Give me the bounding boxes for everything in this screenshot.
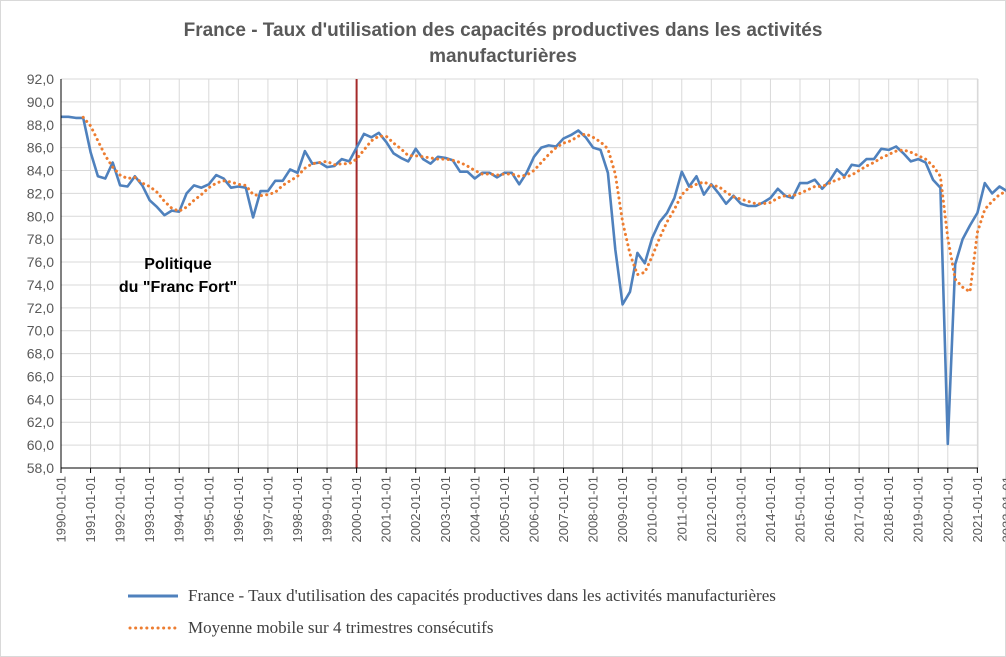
x-tick-label: 2013-01-01 bbox=[733, 476, 748, 543]
y-tick-label: 80,0 bbox=[27, 208, 54, 224]
x-tick-label: 2021-01-01 bbox=[970, 476, 985, 543]
y-tick-label: 88,0 bbox=[27, 117, 54, 133]
x-tick-label: 2005-01-01 bbox=[497, 476, 512, 543]
x-tick-label: 2014-01-01 bbox=[763, 476, 778, 543]
x-tick-label: 2008-01-01 bbox=[586, 476, 601, 543]
series-line-capacity-utilization bbox=[61, 115, 1006, 446]
y-tick-label: 62,0 bbox=[27, 414, 54, 430]
x-tick-label: 2011-01-01 bbox=[674, 476, 689, 542]
y-tick-label: 70,0 bbox=[27, 323, 54, 339]
x-tick-label: 2018-01-01 bbox=[881, 476, 896, 543]
y-tick-label: 74,0 bbox=[27, 277, 54, 293]
x-tick-label: 1991-01-01 bbox=[83, 476, 98, 543]
annotation-line-2: du "Franc Fort" bbox=[119, 279, 237, 296]
x-tick-label: 1998-01-01 bbox=[290, 476, 305, 543]
x-tick-label: 1995-01-01 bbox=[201, 476, 216, 543]
y-tick-label: 58,0 bbox=[27, 460, 54, 476]
y-tick-label: 60,0 bbox=[27, 437, 54, 453]
x-tick-label: 1992-01-01 bbox=[113, 476, 128, 543]
y-tick-label: 76,0 bbox=[27, 254, 54, 270]
annotation-line-1: Politique bbox=[144, 256, 212, 273]
y-axis-ticks: 58,0 60,0 62,0 64,0 66,0 68,0 70,0 72,0 74,0 76,0… bbox=[27, 71, 54, 476]
x-tick-label: 2004-01-01 bbox=[467, 476, 482, 543]
y-tick-label: 92,0 bbox=[27, 71, 54, 87]
series-line-moving-average bbox=[81, 115, 1006, 295]
x-tick-label: 1997-01-01 bbox=[260, 476, 275, 543]
chart-title: France - Taux d'utilisation des capacité… bbox=[0, 18, 1006, 70]
gridlines bbox=[60, 78, 979, 473]
y-tick-label: 84,0 bbox=[27, 163, 54, 179]
chart-title-line-1: France - Taux d'utilisation des capacité… bbox=[183, 20, 823, 41]
legend-label-capacity-utilization: France - Taux d'utilisation des capacité… bbox=[188, 586, 776, 605]
chart-title-line-2: manufacturières bbox=[429, 46, 577, 67]
x-tick-label: 2001-01-01 bbox=[379, 476, 394, 543]
y-tick-label: 78,0 bbox=[27, 231, 54, 247]
x-tick-label: 2022-01-01 bbox=[999, 476, 1006, 543]
x-tick-label: 2015-01-01 bbox=[793, 476, 808, 543]
legend-item-moving-average: Moyenne mobile sur 4 trimestres consécut… bbox=[128, 612, 988, 644]
x-tick-label: 1999-01-01 bbox=[320, 476, 335, 543]
x-tick-label: 1993-01-01 bbox=[142, 476, 157, 543]
x-tick-label: 2020-01-01 bbox=[940, 476, 955, 543]
x-tick-label: 2003-01-01 bbox=[438, 476, 453, 543]
y-tick-label: 82,0 bbox=[27, 185, 54, 201]
x-tick-label: 2009-01-01 bbox=[615, 476, 630, 543]
x-tick-label: 2016-01-01 bbox=[822, 476, 837, 543]
x-tick-label: 2017-01-01 bbox=[852, 476, 867, 543]
x-tick-label: 1994-01-01 bbox=[172, 476, 187, 543]
legend-swatch-dotted bbox=[128, 626, 178, 630]
legend-item-capacity-utilization: France - Taux d'utilisation des capacité… bbox=[128, 580, 988, 612]
x-tick-label: 2012-01-01 bbox=[704, 476, 719, 543]
legend-label-moving-average: Moyenne mobile sur 4 trimestres consécut… bbox=[188, 618, 494, 637]
x-tick-label: 1990-01-01 bbox=[54, 476, 69, 543]
y-tick-label: 86,0 bbox=[27, 140, 54, 156]
y-tick-label: 64,0 bbox=[27, 391, 54, 407]
x-tick-label: 2006-01-01 bbox=[526, 476, 541, 543]
x-tick-label: 1996-01-01 bbox=[231, 476, 246, 543]
y-tick-label: 68,0 bbox=[27, 346, 54, 362]
x-tick-label: 2010-01-01 bbox=[645, 476, 660, 543]
y-tick-label: 90,0 bbox=[27, 94, 54, 110]
x-tick-label: 2007-01-01 bbox=[556, 476, 571, 543]
x-tick-label: 2002-01-01 bbox=[408, 476, 423, 543]
y-tick-label: 72,0 bbox=[27, 300, 54, 316]
legend-swatch-solid bbox=[128, 594, 178, 598]
x-tick-label: 2019-01-01 bbox=[911, 476, 926, 543]
plot-axes bbox=[60, 79, 978, 469]
y-tick-label: 66,0 bbox=[27, 368, 54, 384]
x-axis-ticks: 1990-01-01 1991-01-01 1992-01-01 1993-01-01… bbox=[54, 476, 1006, 543]
chart-legend: France - Taux d'utilisation des capacité… bbox=[128, 580, 988, 644]
x-tick-label: 2000-01-01 bbox=[349, 476, 364, 543]
